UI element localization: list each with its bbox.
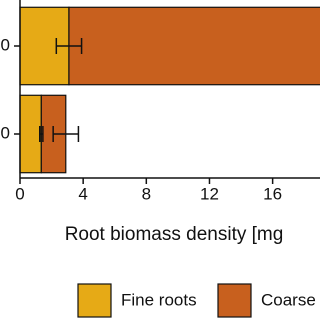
legend-swatch xyxy=(217,283,252,318)
bar-segment xyxy=(68,6,320,86)
bar-segment xyxy=(19,94,42,174)
legend-label: Fine roots xyxy=(121,290,197,309)
legend-label: Coarse xyxy=(261,290,316,309)
error-bar xyxy=(52,126,80,142)
y-tick-label: 0 xyxy=(1,35,10,54)
x-tick-label: 8 xyxy=(142,184,151,203)
y-tick-label: 0 xyxy=(1,123,10,142)
x-tick-label: 0 xyxy=(15,184,24,203)
legend-swatch xyxy=(77,283,112,318)
x-tick-label: 16 xyxy=(263,184,282,203)
error-bar xyxy=(38,126,44,142)
x-tick-label: 4 xyxy=(78,184,87,203)
x-axis-label: Root biomass density [mg xyxy=(65,224,284,245)
x-tick-label: 12 xyxy=(200,184,219,203)
error-bar xyxy=(55,38,83,54)
